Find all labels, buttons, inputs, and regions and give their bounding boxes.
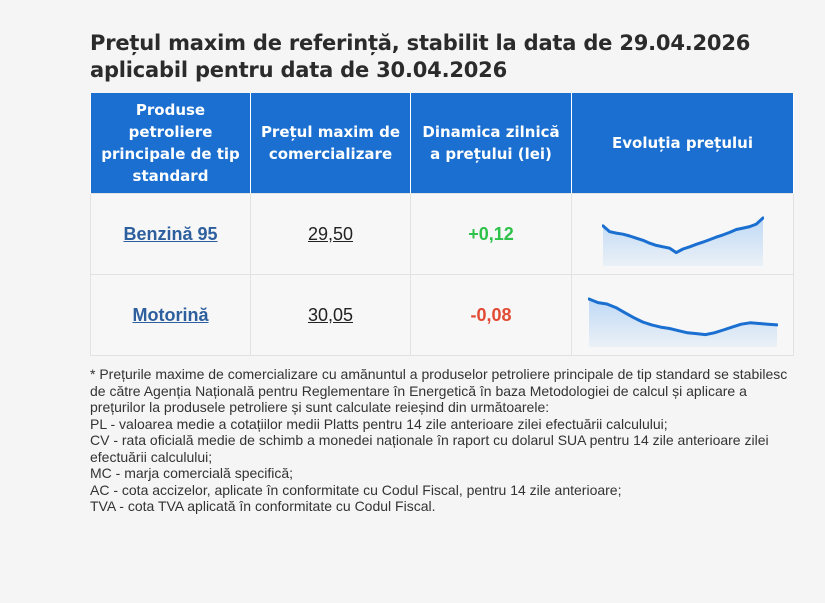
table-row: Motorină 30,05 -0,08 — [90, 274, 794, 356]
header-products: Produse petroliere principale de tip sta… — [90, 93, 251, 194]
footnote-ac: AC - cota accizelor, aplicate în conform… — [90, 481, 622, 498]
footnote-mc: MC - marja comercială specifică; — [90, 465, 294, 481]
header-max-price: Prețul maxim de comercializare — [250, 93, 411, 194]
footnote-cv: CV - rata oficială medie de schimb a mon… — [90, 432, 769, 465]
table-header-row: Produse petroliere principale de tip sta… — [90, 93, 794, 194]
price-value: 30,05 — [307, 304, 354, 325]
footnote-intro: * Prețurile maxime de comercializare cu … — [90, 366, 788, 415]
sparkline-line — [587, 297, 778, 337]
sparkline-chart-motorina — [587, 297, 778, 347]
price-change-value: +0,12 — [468, 223, 514, 244]
sparkline-chart-benzina — [601, 216, 764, 266]
sparkline-area — [602, 218, 763, 266]
page-title: Prețul maxim de referință, stabilit la d… — [90, 30, 793, 84]
header-daily-change: Dinamica zilnică a prețului (lei) — [410, 93, 572, 194]
table-row: Benzină 95 29,50 +0,12 — [90, 193, 794, 275]
price-value: 29,50 — [307, 223, 354, 244]
price-table: Produse petroliere principale de tip sta… — [90, 93, 794, 356]
sparkline-line — [601, 216, 764, 255]
footnote-tva: TVA - cota TVA aplicată în conformitate … — [90, 498, 436, 514]
header-price-evolution: Evoluția prețului — [571, 93, 794, 194]
product-link-benzina-95[interactable]: Benzină 95 — [123, 223, 218, 244]
product-link-motorina[interactable]: Motorină — [132, 304, 209, 325]
footnote-pl: PL - valoarea medie a cotațiilor medii P… — [90, 415, 668, 432]
price-panel: Prețul maxim de referință, stabilit la d… — [90, 30, 794, 515]
title-line-1: Prețul maxim de referință, stabilit la d… — [90, 31, 751, 55]
title-line-2: aplicabil pentru data de 30.04.2026 — [90, 58, 507, 82]
footnotes: * Prețurile maxime de comercializare cu … — [90, 366, 793, 515]
sparkline-area — [588, 299, 777, 347]
price-change-value: -0,08 — [470, 304, 512, 325]
